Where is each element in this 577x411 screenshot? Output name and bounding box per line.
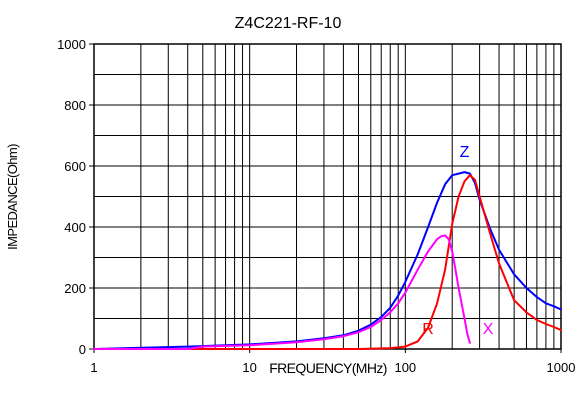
y-tick-label: 1000 [57,37,86,52]
series-label-r: R [422,321,434,338]
x-tick-label: 1 [90,360,97,375]
y-tick-label: 800 [64,98,86,113]
series-lines [93,171,562,350]
x-axis-label: FREQUENCY(MHz) [269,360,387,376]
x-tick-label: 10 [242,360,256,375]
y-tick-label: 600 [64,159,86,174]
y-tick-label: 400 [64,220,86,235]
tick-labels: 0 200 400 600 800 1000 1 10 100 1000 [57,37,575,375]
series-label-x: X [483,321,494,338]
x-tick-label: 1000 [547,360,576,375]
series-label-z: Z [460,144,470,161]
y-axis-label: IMPEDANCE(Ohm) [5,144,20,250]
y-tick-label: 0 [79,342,86,357]
series-labels: Z R X [422,144,493,338]
y-tick-label: 200 [64,281,86,296]
grid [89,43,562,353]
chart-title: Z4C221-RF-10 [235,15,342,32]
series-line-x [93,234,471,350]
x-tick-label: 100 [394,360,416,375]
series-line-r [93,174,562,350]
